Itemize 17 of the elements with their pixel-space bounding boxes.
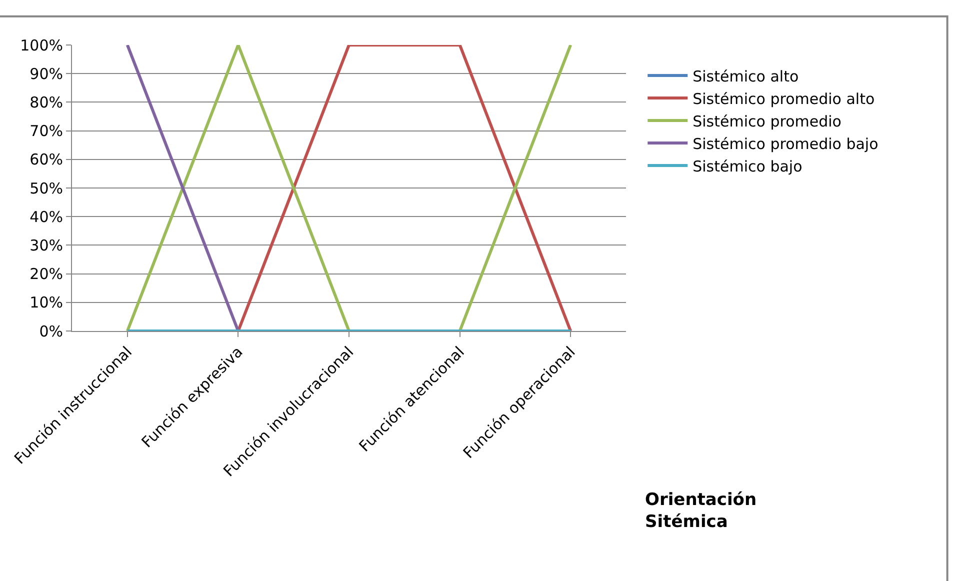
y-tick-label: 80% <box>30 93 63 112</box>
y-tick-label: 40% <box>30 208 63 226</box>
y-tick-label: 90% <box>30 64 63 83</box>
y-tick-label: 70% <box>30 122 63 140</box>
y-tick-label: 20% <box>30 265 63 284</box>
legend-label: Sistémico alto <box>692 67 799 86</box>
y-tick-label: 0% <box>39 322 63 340</box>
y-tick-label: 10% <box>30 294 63 312</box>
y-tick-label: 50% <box>30 179 63 198</box>
legend-label: Sistémico promedio bajo <box>692 134 878 153</box>
legend-label: Sistémico bajo <box>692 157 802 176</box>
legend-title: Orientación Sitémica <box>645 490 757 532</box>
legend-label: Sistémico promedio alto <box>692 90 875 108</box>
legend-label: Sistémico promedio <box>692 112 842 130</box>
y-tick-label: 30% <box>30 236 63 254</box>
y-tick-label: 60% <box>30 150 63 169</box>
y-tick-label: 100% <box>20 36 63 54</box>
